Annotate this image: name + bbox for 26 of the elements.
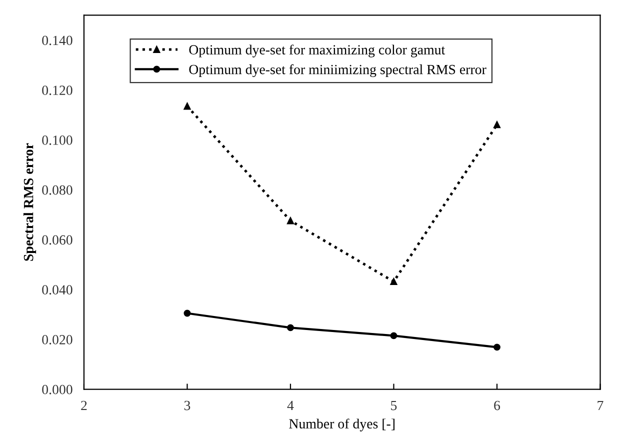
point <box>184 310 191 317</box>
legend-label: Optimum dye-set for maximizing color gamut <box>189 44 446 58</box>
y-tick-label: 0.140 <box>42 36 72 46</box>
point <box>287 217 294 224</box>
y-tick-label: 0.100 <box>42 136 72 145</box>
y-tick-label: 0.000 <box>42 384 72 394</box>
point <box>184 102 191 110</box>
x-tick-label: 7 <box>598 400 604 410</box>
x-tick-label: 5 <box>391 400 397 410</box>
x-tick-label: 2 <box>81 400 87 410</box>
y-tick-label: 0.040 <box>42 285 72 295</box>
y-tick-label: 0.080 <box>42 185 72 195</box>
y-tick-label: 0.120 <box>42 86 72 96</box>
point <box>494 344 500 351</box>
y-axis-title: Spectral RMS error <box>23 143 36 261</box>
y-tick-label: 0.020 <box>42 335 72 344</box>
y-tick-label: 0.060 <box>42 235 72 245</box>
point <box>390 278 398 286</box>
x-tick-label: 6 <box>494 400 500 410</box>
x-axis-title: Number of dyes [-] <box>289 418 394 432</box>
x-tick-label: 3 <box>184 400 190 410</box>
legend-label: Optimum dye-set for miniimizing spectral RMS error <box>189 64 486 78</box>
point <box>494 121 500 128</box>
point <box>390 332 398 340</box>
x-tick-label: 4 <box>287 400 294 410</box>
point <box>287 324 294 332</box>
